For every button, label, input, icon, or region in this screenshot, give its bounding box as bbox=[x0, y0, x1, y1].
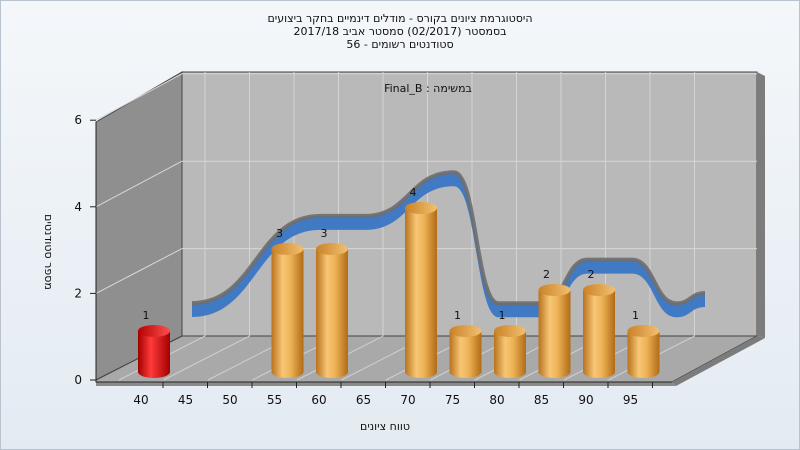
bar-value-label: 1 bbox=[454, 309, 461, 322]
gridline bbox=[163, 335, 250, 381]
y-axis-title: מספר סטודנטים bbox=[42, 214, 55, 290]
bar-80: 1 bbox=[494, 309, 526, 378]
bar-95: 1 bbox=[627, 309, 660, 378]
bar-value-label: 2 bbox=[543, 268, 550, 281]
x-tick-label: 65 bbox=[356, 393, 371, 407]
bar-body bbox=[449, 331, 482, 378]
x-axis-title: טווח ציונים bbox=[360, 420, 410, 433]
x-tick-label: 85 bbox=[534, 393, 549, 407]
bar-55: 3 bbox=[271, 227, 304, 378]
bar-90: 2 bbox=[583, 268, 615, 378]
bar-body bbox=[138, 331, 170, 378]
right-wall-edge bbox=[757, 72, 765, 338]
x-tick-label: 70 bbox=[400, 393, 415, 407]
x-tick-label: 60 bbox=[311, 393, 326, 407]
x-tick-label: 75 bbox=[445, 393, 460, 407]
x-tick-label: 50 bbox=[222, 393, 237, 407]
bar-85: 2 bbox=[538, 268, 571, 378]
bar-value-label: 1 bbox=[143, 309, 150, 322]
trend-ribbon bbox=[191, 170, 706, 318]
bar-value-label: 3 bbox=[276, 227, 283, 240]
y-tick-label: 6 bbox=[74, 113, 82, 127]
bar-body bbox=[405, 208, 437, 378]
bar-value-label: 3 bbox=[321, 227, 328, 240]
bar-value-label: 2 bbox=[588, 268, 595, 281]
chart-title-line-3: סטודנטים רשומים - 56 bbox=[346, 38, 454, 51]
bar-cap bbox=[494, 325, 526, 337]
bar-body bbox=[583, 290, 615, 378]
y-tick-label: 4 bbox=[74, 200, 82, 214]
bar-60: 3 bbox=[316, 227, 348, 378]
x-tick-label: 40 bbox=[133, 393, 148, 407]
bar-value-label: 4 bbox=[410, 186, 417, 199]
bar-series: 1 3 3 4 1 1 2 2 1 bbox=[138, 186, 660, 378]
y-axis: 0 2 4 6 bbox=[74, 113, 97, 387]
bar-value-label: 1 bbox=[632, 309, 639, 322]
bar-40: 1 bbox=[138, 309, 170, 378]
bar-cap bbox=[405, 202, 437, 214]
bar-cap bbox=[627, 325, 660, 337]
bar-cap bbox=[583, 284, 615, 296]
bar-body bbox=[271, 249, 304, 378]
bar-75: 1 bbox=[449, 309, 482, 378]
y-tick-label: 2 bbox=[74, 286, 82, 300]
bar-body bbox=[494, 331, 526, 378]
x-tick-label: 90 bbox=[578, 393, 593, 407]
y-tick-label: 0 bbox=[74, 373, 82, 387]
bar-cap bbox=[449, 325, 482, 337]
x-tick-label: 55 bbox=[267, 393, 282, 407]
floor-right-edge bbox=[672, 336, 765, 386]
chart-title-line-1: היסטוגרמת ציונים בקורס - מודלים דינמיים … bbox=[267, 12, 533, 25]
gridline bbox=[95, 248, 183, 294]
x-tick-label: 80 bbox=[489, 393, 504, 407]
bar-body bbox=[538, 290, 571, 378]
bar-body bbox=[316, 249, 348, 378]
gridline bbox=[95, 160, 183, 208]
bar-cap bbox=[538, 284, 571, 296]
x-axis: 40 45 50 55 60 65 70 75 80 85 90 95 bbox=[96, 381, 672, 407]
bar-body bbox=[627, 331, 660, 378]
trend-ribbon-edge bbox=[191, 170, 706, 306]
bar-cap bbox=[271, 243, 304, 255]
bar-70: 4 bbox=[405, 186, 437, 378]
bar-value-label: 1 bbox=[499, 309, 506, 322]
x-tick-label: 95 bbox=[623, 393, 638, 407]
chart-title-line-2: בסמסטר (02/2017) סמסטר אביב 2017/18 bbox=[293, 25, 507, 38]
gridline bbox=[95, 73, 183, 121]
x-tick-label: 45 bbox=[178, 393, 193, 407]
bar-cap bbox=[138, 325, 170, 337]
chart-subtitle: Final_B : במשימה bbox=[384, 82, 472, 95]
bar-cap bbox=[316, 243, 348, 255]
